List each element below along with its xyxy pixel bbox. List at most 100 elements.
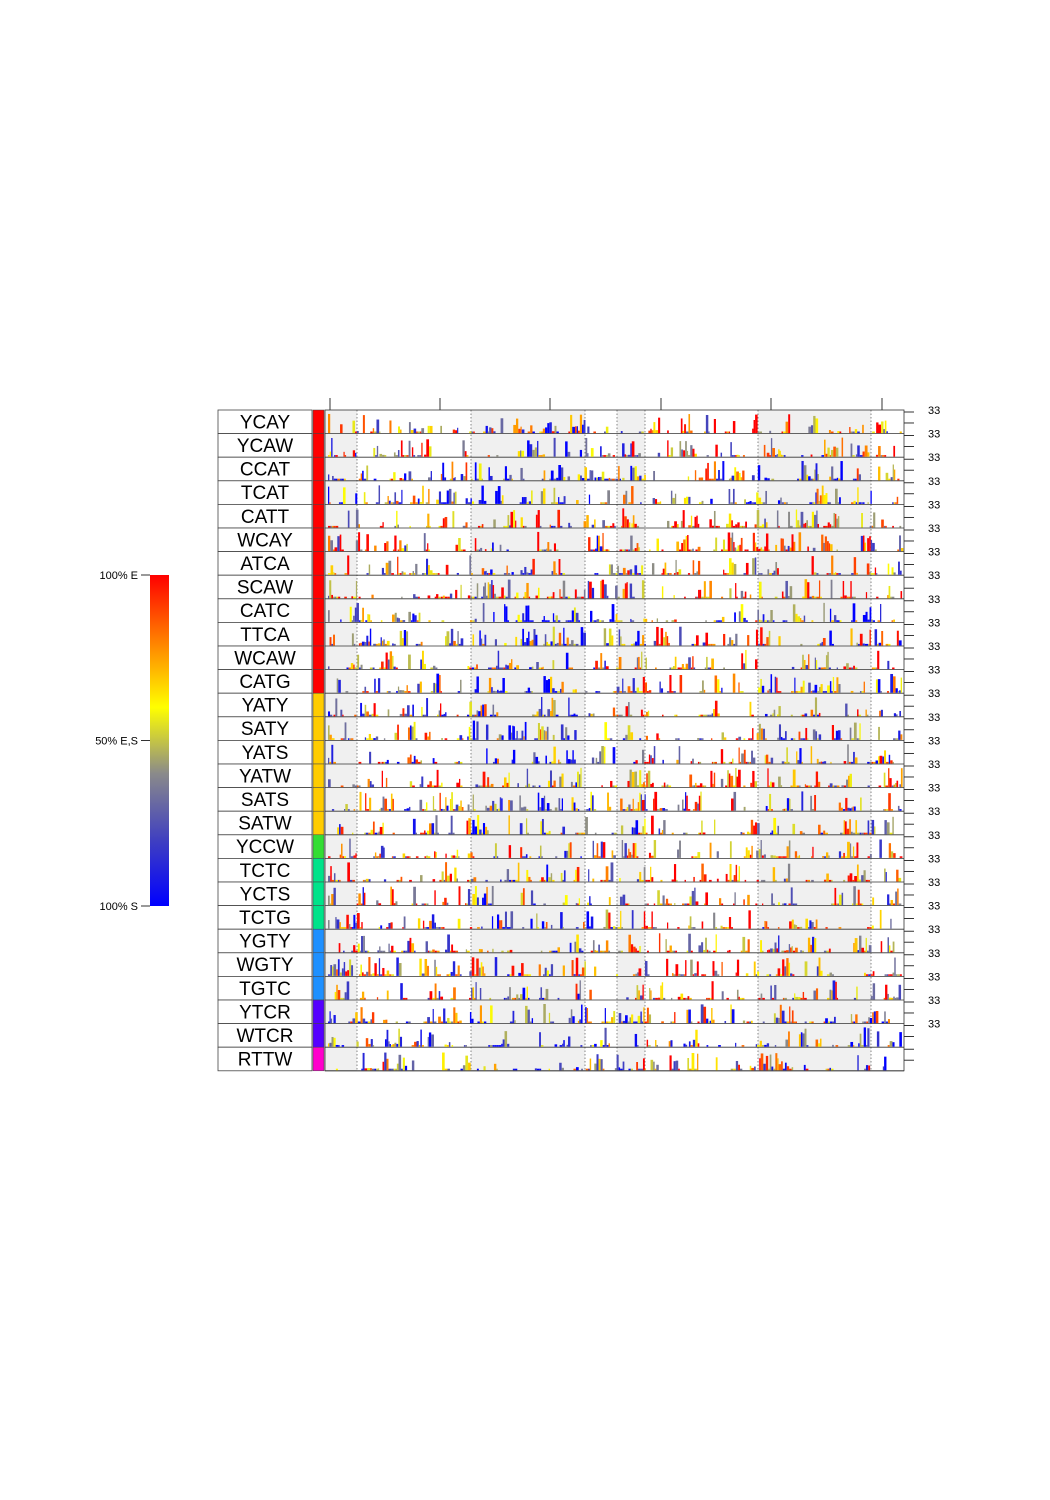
density-bar (415, 738, 418, 740)
density-bar (451, 1045, 454, 1047)
density-bar (361, 641, 365, 646)
density-bar (392, 832, 395, 835)
density-bar (615, 585, 618, 599)
density-bar (511, 879, 513, 882)
density-bar (373, 738, 376, 740)
density-bar (537, 440, 539, 457)
density-bar (352, 927, 354, 929)
density-bar (843, 852, 845, 858)
density-bar (639, 643, 643, 646)
density-bar (573, 607, 576, 622)
density-bar (721, 596, 724, 599)
density-bar (651, 782, 654, 788)
density-bar (778, 776, 781, 788)
density-bar (399, 690, 402, 693)
density-bar (576, 866, 580, 882)
density-bar (566, 1044, 569, 1047)
density-bar (891, 567, 894, 575)
density-bar (523, 596, 525, 599)
density-bar (744, 499, 746, 504)
density-bar (892, 1042, 895, 1047)
density-bar (715, 444, 718, 457)
density-bar (608, 1021, 612, 1024)
density-bar (638, 547, 640, 552)
density-bar (522, 628, 525, 646)
density-bar (405, 856, 407, 858)
density-bar (891, 620, 894, 622)
density-bar (389, 651, 393, 670)
density-bar (703, 874, 707, 882)
density-bar (549, 761, 552, 764)
density-bar (753, 825, 755, 835)
density-bar (525, 785, 527, 788)
density-bar (604, 584, 607, 599)
density-bar (444, 897, 447, 906)
density-bar (402, 620, 406, 622)
density-bar (896, 869, 899, 882)
density-bar (650, 428, 652, 434)
density-bar (435, 683, 437, 693)
density-bar (487, 582, 490, 599)
density-bar (441, 620, 445, 622)
density-bar (446, 974, 449, 976)
density-bar (819, 495, 822, 504)
density-bar (587, 580, 590, 599)
density-bar (336, 984, 338, 1000)
density-bar (582, 424, 584, 434)
density-bar (828, 855, 830, 858)
density-bar (364, 704, 367, 717)
density-bar (414, 1041, 417, 1047)
density-bar (436, 950, 440, 953)
density-bar (388, 1041, 390, 1047)
density-bar (621, 525, 623, 528)
density-bar (782, 809, 784, 811)
density-bar (883, 525, 886, 528)
density-bar (398, 426, 401, 434)
density-bar (758, 497, 762, 504)
density-bar (863, 1027, 866, 1047)
density-bar (826, 974, 830, 976)
density-bar (775, 856, 779, 858)
density-bar (675, 559, 677, 575)
density-bar (733, 1068, 736, 1071)
density-bar (500, 920, 503, 929)
density-bar (362, 1052, 365, 1071)
density-bar (444, 1044, 447, 1047)
density-bar (535, 514, 538, 528)
density-bar (482, 643, 485, 646)
density-bar (853, 500, 856, 504)
density-bar (674, 493, 677, 504)
density-bar (577, 993, 580, 1000)
density-bar (656, 1045, 658, 1047)
density-bar (474, 618, 477, 622)
density-bar (707, 667, 710, 670)
density-bar (633, 827, 636, 835)
density-bar (480, 962, 483, 976)
density-bar (359, 927, 362, 929)
density-bar (574, 941, 577, 953)
density-bar (420, 760, 423, 764)
density-bar (740, 832, 743, 835)
density-bar (328, 974, 331, 976)
density-bar (575, 808, 578, 811)
density-bar (418, 596, 420, 599)
density-bar (480, 525, 482, 528)
density-bar (439, 792, 441, 811)
density-bar (330, 565, 334, 575)
density-bar (890, 899, 893, 906)
density-bar (782, 620, 786, 622)
density-bar (836, 997, 839, 1000)
density-bar (637, 785, 640, 788)
density-bar (690, 549, 693, 552)
density-bar (784, 966, 787, 976)
density-bar (760, 993, 763, 1000)
density-bar (716, 851, 719, 858)
density-bar (633, 809, 636, 811)
density-bar (540, 950, 543, 953)
density-bar (485, 425, 488, 434)
density-bar (692, 525, 695, 528)
density-bar (427, 543, 429, 552)
density-bar (632, 678, 635, 693)
density-bar (885, 525, 887, 528)
density-bar (718, 469, 720, 481)
